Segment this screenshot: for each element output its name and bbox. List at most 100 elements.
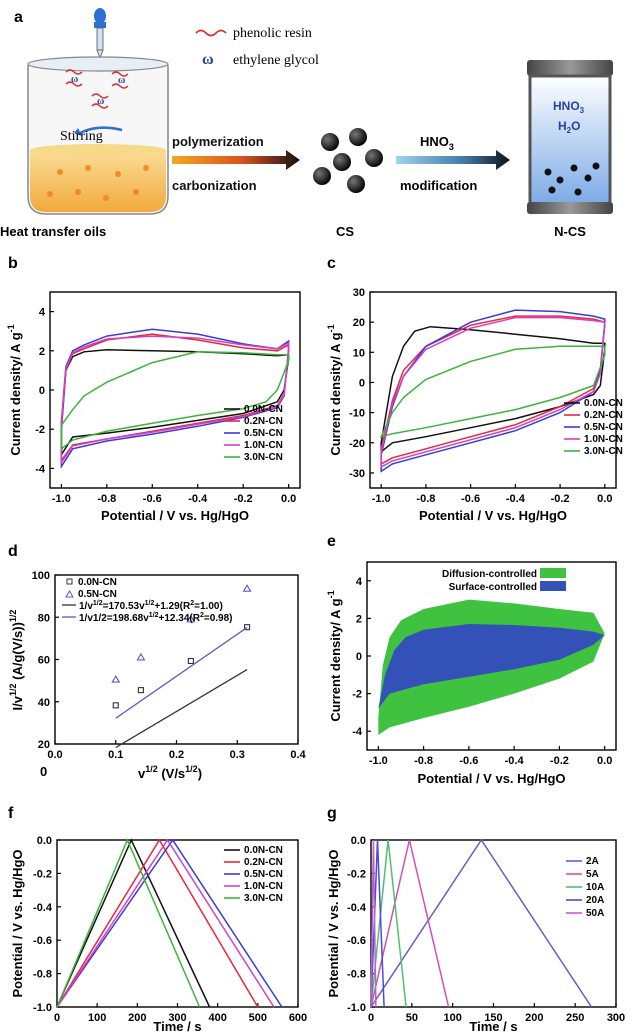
fit-equation-part: 1/2 <box>149 612 159 619</box>
gcd-curve-3.0N-CN <box>56 838 201 1008</box>
glycol-icon: ω <box>202 51 214 68</box>
arrow2-top-label: HNO3 <box>420 134 454 152</box>
gcd-curve-0.2N-CN <box>56 838 259 1008</box>
stirring-label: Stirring <box>60 129 103 144</box>
y-axis-label-sup: -1 <box>326 590 336 598</box>
y-tick-label: -0.8 <box>33 969 52 981</box>
y-tick-label: 20 <box>38 739 50 751</box>
fit-equation-part: 2 <box>200 612 204 619</box>
x-tick-label: 300 <box>607 1012 625 1024</box>
x-tick-label: -1.0 <box>369 755 388 767</box>
resin-droplets <box>65 69 129 109</box>
y-tick-label: 4 <box>39 307 46 319</box>
data-point-0.5N-CN <box>186 614 196 623</box>
x-tick-label: 0.0 <box>281 493 296 505</box>
data-point-0.0N-CN <box>244 624 251 631</box>
vessel-label-h2o: H2O <box>558 119 580 135</box>
area-Surface-controlled <box>378 624 605 709</box>
fit-equation-part: =170.53v <box>103 601 145 612</box>
y-tick-label: 60 <box>38 655 50 667</box>
y-axis-label: Potential / V vs. Hg/HgO <box>326 849 341 997</box>
resin-icon <box>195 29 227 37</box>
legend-label: 0.2N-CN <box>584 410 623 421</box>
legend-label: Surface-controlled <box>449 582 537 593</box>
x-tick-label: 0.0 <box>47 749 62 761</box>
arrow1-top-label: polymerization <box>172 134 264 149</box>
legend-label: Diffusion-controlled <box>442 569 537 580</box>
y-tick-label: -2 <box>35 424 45 436</box>
arrow1-bottom-label: carbonization <box>172 178 257 193</box>
legend-label: 0.5N-CN <box>584 422 623 433</box>
data-point-0.5N-CN <box>136 652 146 661</box>
legend-label: 1.0N-CN <box>244 881 283 892</box>
legend-label: 5A <box>586 869 599 880</box>
gcd-curve-5A <box>370 839 450 1008</box>
y-axis-label: Current density/ A g-1 <box>6 324 23 455</box>
x-tick-label: -0.2 <box>551 493 570 505</box>
panel-label-a: a <box>14 9 23 26</box>
x-tick-label: -1.0 <box>372 493 391 505</box>
y-tick-label: -0.2 <box>347 868 366 880</box>
y-tick-label: -0.6 <box>347 935 366 947</box>
x-tick-label: -0.4 <box>188 493 208 505</box>
legend-label: 0.2N-CN <box>244 416 283 427</box>
plot-frame <box>370 839 617 1008</box>
chart-panel-f: f 0 100 200 300 400 500 600 0.0 -0.2 -0.4 -0.6 -0.8 -… <box>8 805 307 1034</box>
legend-label: 3.0N-CN <box>244 452 283 463</box>
x-tick-label: -0.4 <box>506 493 526 505</box>
panel-label-d: d <box>8 543 18 560</box>
panel-label-e: e <box>327 533 336 550</box>
x-tick-label: 500 <box>249 1012 267 1024</box>
x-axis-label: Potential / V vs. Hg/HgO <box>417 771 565 786</box>
legend-resin: phenolic resin <box>233 26 312 41</box>
chart-panel-e: e -1.0 -0.8 -0.6 -0.4 -0.2 0.0 4 2 0 -2 -4 Diffusion… <box>326 533 617 786</box>
y-tick-label: 40 <box>38 697 50 709</box>
legend-label: 0.5N-CN <box>78 589 117 600</box>
legend-label: 1.0N-CN <box>584 434 623 445</box>
y-tick-label: 2 <box>356 613 362 625</box>
y-label-sup: 1/2 <box>8 683 18 696</box>
legend-label: 20A <box>586 895 604 906</box>
x-label-part: v <box>138 766 146 781</box>
x-axis-label: Potential / V vs. Hg/HgO <box>419 508 567 523</box>
x-axis-label: v1/2 (V/s1/2) <box>138 764 202 781</box>
x-tick-label: -0.8 <box>97 493 116 505</box>
legend-glycol: ethylene glycol <box>233 53 319 68</box>
caption-cs: CS <box>336 224 354 239</box>
y-tick-label: 80 <box>38 612 50 624</box>
y-axis-label: I/v1/2 (A/g(V/s))1/2 <box>8 610 25 711</box>
dropper-icon <box>94 8 106 60</box>
legend-label: 0.0N-CN <box>78 577 117 588</box>
x-tick-label: 250 <box>566 1012 584 1024</box>
x-tick-label: -1.0 <box>52 493 71 505</box>
origin-label: 0 <box>40 764 47 779</box>
y-tick-label: 0.0 <box>351 835 366 847</box>
y-tick-label: 30 <box>353 287 365 299</box>
y-tick-label: 0.0 <box>37 835 52 847</box>
cv-curve-1.0N-CN <box>60 335 290 465</box>
cv-curve-3.0N-CN <box>60 351 290 451</box>
y-label-part: I/v <box>10 695 25 710</box>
fit-equation-part: +12.34(R <box>159 613 201 624</box>
legend-label: 2A <box>586 856 599 867</box>
y-axis-label: Potential / V vs. Hg/HgO <box>10 849 25 997</box>
y-tick-label: 0 <box>39 385 45 397</box>
x-tick-label: -0.4 <box>505 755 525 767</box>
process-arrow-1 <box>172 150 300 170</box>
svg-text:ω: ω <box>97 96 104 107</box>
x-tick-label: 100 <box>88 1012 106 1024</box>
x-tick-label: -0.2 <box>550 755 569 767</box>
y-tick-label: -4 <box>352 726 363 738</box>
fit-equation-part: 1/2 <box>93 600 103 607</box>
y-tick-label: 20 <box>353 317 365 329</box>
x-tick-label: 50 <box>406 1012 418 1024</box>
gcd-curve-50A <box>370 839 377 1008</box>
y-tick-label: -0.8 <box>347 969 366 981</box>
y-tick-label: -30 <box>349 468 365 480</box>
cv-curve-1.0N-CN <box>380 316 606 469</box>
legend-label: 0.0N-CN <box>244 404 283 415</box>
y-tick-label: -1.0 <box>33 1002 52 1014</box>
data-point-0.5N-CN <box>242 584 252 592</box>
y-tick-label: 100 <box>32 570 50 582</box>
data-point-0.0N-CN <box>187 657 194 665</box>
